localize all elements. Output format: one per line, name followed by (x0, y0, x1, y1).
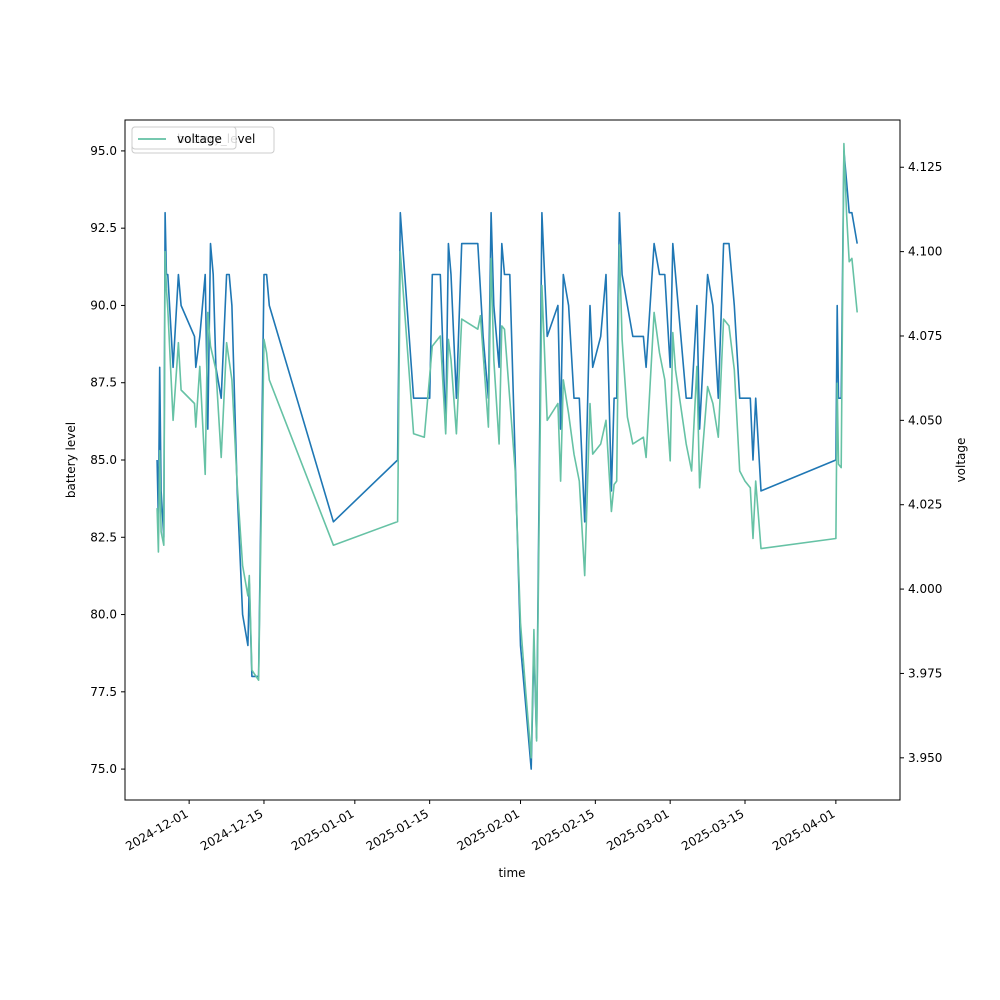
series-layer (156, 142, 858, 770)
legend-label-voltage: voltage (177, 132, 222, 146)
y-right-tick-label: 4.050 (908, 413, 942, 427)
y-axis-left: 75.0 77.5 80.0 82.5 85.0 87.5 90.0 92.5 95.0 (90, 144, 125, 776)
y-left-tick-label: 75.0 (90, 762, 117, 776)
series-line-battery-level (156, 150, 858, 770)
y-left-tick-label: 77.5 (90, 685, 117, 699)
y-left-tick-label: 95.0 (90, 144, 117, 158)
y-right-tick-label: 4.000 (908, 582, 942, 596)
y-left-tick-label: 82.5 (90, 530, 117, 544)
y-right-tick-label: 3.975 (908, 666, 942, 680)
y-left-tick-label: 80.0 (90, 608, 117, 622)
legend-box (131, 126, 237, 150)
y-right-tick-label: 4.100 (908, 245, 942, 259)
y-right-tick-label: 4.075 (908, 329, 942, 343)
y-left-tick-label: 85.0 (90, 453, 117, 467)
y-left-tick-label: 87.5 (90, 376, 117, 390)
y-axis-left-label: battery level (64, 422, 78, 498)
series-line-voltage (156, 142, 858, 759)
x-axis-label: time (498, 866, 525, 880)
y-axis-right: 3.950 3.975 4.000 4.025 4.050 4.075 4.100 4.125 (900, 160, 942, 765)
y-right-tick-label: 4.125 (908, 160, 942, 174)
y-right-tick-label: 3.950 (908, 751, 942, 765)
y-axis-right-label: voltage (954, 438, 968, 483)
y-left-tick-label: 92.5 (90, 221, 117, 235)
y-left-tick-label: 90.0 (90, 298, 117, 312)
y-right-tick-label: 4.025 (908, 498, 942, 512)
